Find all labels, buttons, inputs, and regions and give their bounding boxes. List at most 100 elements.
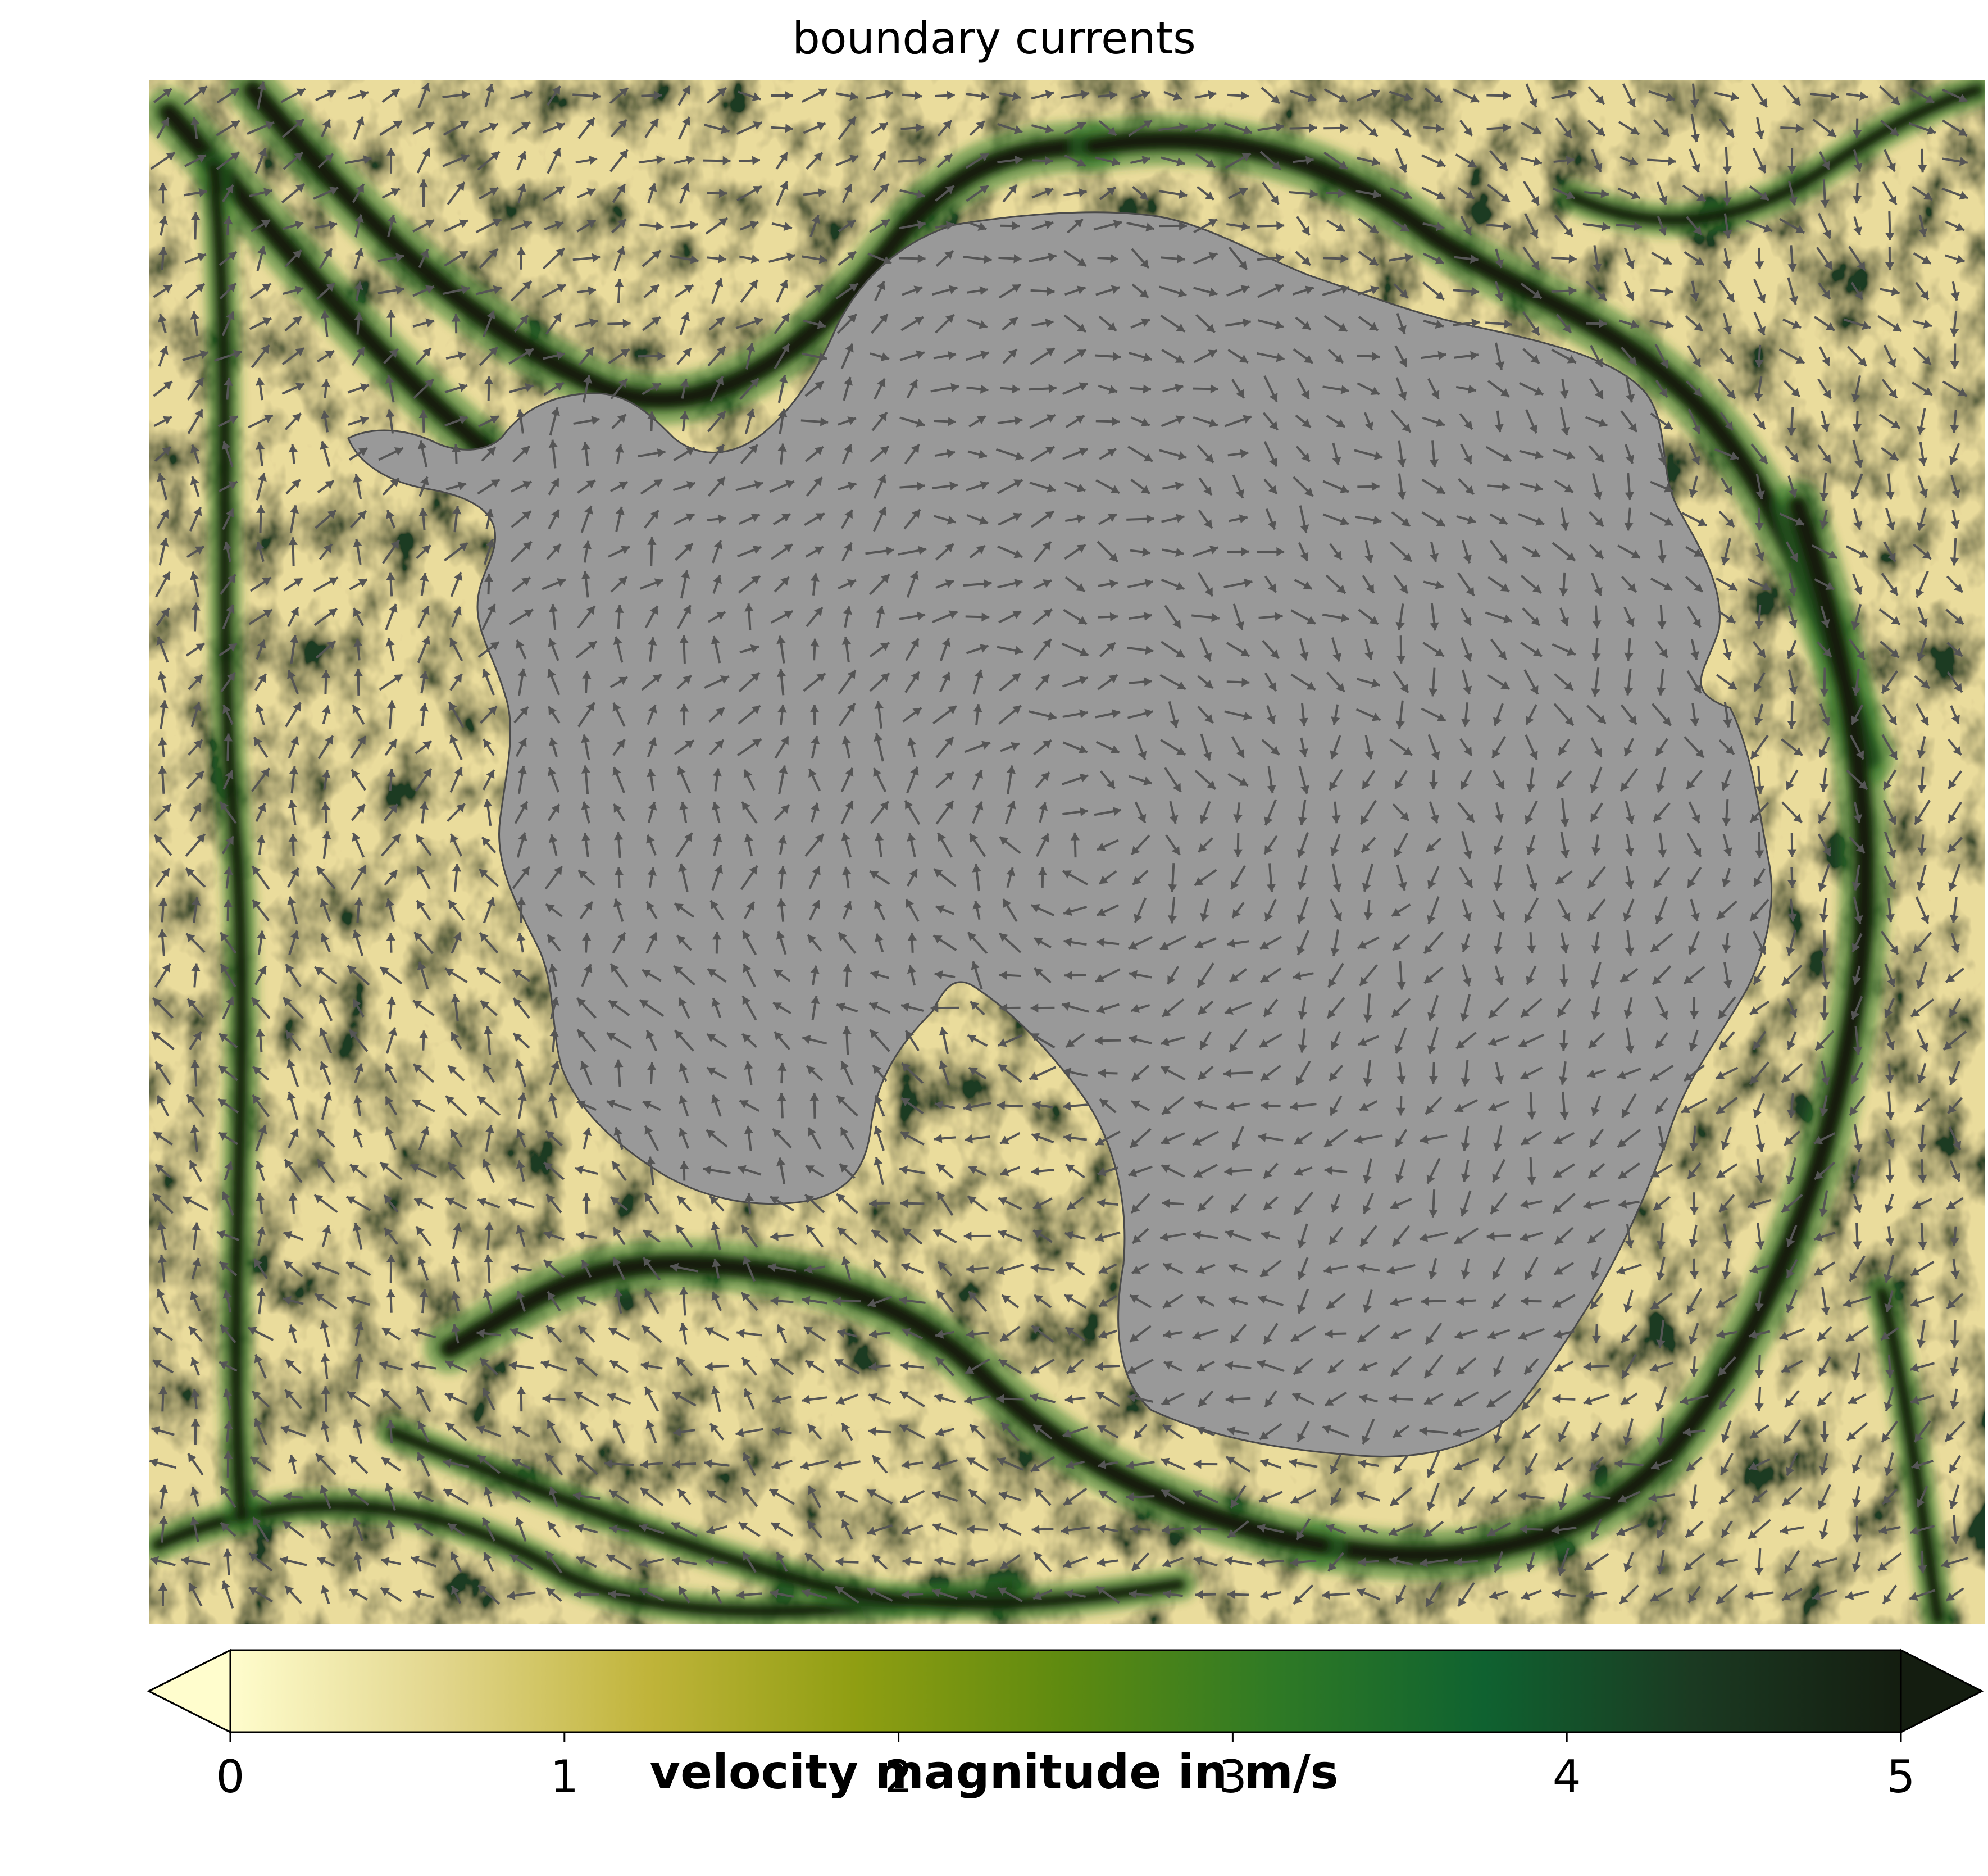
velocity-arrow [412,1063,435,1083]
velocity-arrow [771,90,793,101]
velocity-arrow [935,905,954,915]
velocity-arrow [998,283,1022,299]
velocity-arrow [1322,480,1349,493]
velocity-arrow [1843,1296,1872,1308]
velocity-arrow [218,1033,238,1048]
velocity-arrow [1129,970,1152,979]
velocity-arrow [1423,124,1444,133]
velocity-arrow [874,900,886,921]
velocity-arrow [382,539,400,564]
velocity-arrow [1423,1520,1444,1538]
velocity-arrow [1819,1095,1829,1116]
velocity-arrow [382,477,400,496]
velocity-arrow [447,1161,465,1180]
velocity-arrow [1393,1454,1409,1474]
velocity-arrow [1029,414,1056,429]
velocity-arrow [549,407,560,436]
velocity-arrow [1161,254,1185,264]
velocity-arrow [1363,1060,1372,1087]
velocity-arrow [255,1125,267,1152]
velocity-arrow [1853,1124,1863,1153]
velocity-arrow [577,479,596,494]
velocity-arrow [1912,381,1933,396]
velocity-arrow [1848,1393,1867,1405]
velocity-arrow [935,1356,955,1377]
velocity-arrow [316,1557,335,1567]
velocity-arrow [1322,1425,1350,1438]
velocity-arrow [1395,377,1407,401]
velocity-arrow [1161,998,1185,1018]
velocity-arrow [1685,546,1703,557]
velocity-arrow [1459,866,1473,889]
velocity-arrow [1264,672,1277,692]
velocity-arrow [349,1588,368,1601]
velocity-arrow [1917,1124,1927,1152]
velocity-arrow [711,1386,721,1412]
velocity-arrow [1391,903,1411,917]
velocity-arrow [1950,1226,1959,1246]
velocity-arrow [216,120,240,137]
velocity-arrow [345,155,372,165]
velocity-arrow [1031,220,1054,231]
velocity-arrow [1000,221,1020,231]
velocity-arrow [1817,212,1832,239]
velocity-arrow [1945,1587,1964,1602]
velocity-arrow [1228,514,1248,524]
velocity-arrow [1322,513,1349,526]
velocity-arrow [1070,832,1080,858]
velocity-arrow [774,343,790,370]
velocity-arrow [417,440,428,467]
velocity-arrow [1685,315,1704,332]
velocity-arrow [841,735,851,759]
velocity-arrow [1851,1159,1862,1183]
velocity-arrow [1233,802,1243,823]
velocity-arrow [939,1026,949,1055]
colorbar-bar [230,1650,1901,1732]
velocity-arrow [353,1095,363,1116]
velocity-arrow [540,1360,567,1372]
velocity-arrow [1882,800,1897,825]
velocity-arrow [1493,835,1504,855]
velocity-arrow [577,1325,595,1343]
velocity-arrow [1159,449,1187,460]
velocity-arrow [1357,482,1380,492]
velocity-arrow [1358,251,1379,266]
velocity-arrow [674,284,694,298]
velocity-arrow [415,1225,432,1247]
velocity-arrow [1427,1026,1439,1055]
velocity-arrow [1097,1424,1119,1439]
velocity-arrow [1625,1027,1635,1054]
velocity-arrow [1489,149,1508,172]
velocity-arrow [153,834,172,856]
velocity-arrow [249,576,272,592]
velocity-arrow [216,87,240,104]
velocity-arrow [544,865,563,890]
velocity-arrow [1950,1356,1959,1377]
current-band [1875,1285,1945,1624]
velocity-arrow [1427,378,1440,400]
velocity-arrow [574,1589,599,1600]
velocity-arrow [1786,1259,1798,1279]
velocity-arrow [189,571,199,597]
velocity-arrow [579,901,594,920]
velocity-arrow [647,537,657,567]
velocity-arrow [999,1554,1021,1570]
velocity-arrow [1717,1356,1736,1377]
velocity-arrow [1877,1552,1902,1572]
velocity-arrow [1909,1589,1936,1601]
velocity-arrow [679,183,690,204]
velocity-arrow [184,252,207,264]
velocity-arrow [642,969,662,982]
velocity-arrow [1885,247,1895,270]
velocity-arrow [1098,1329,1117,1339]
velocity-arrow [1134,734,1147,760]
velocity-arrow [935,90,955,100]
velocity-arrow [1918,215,1928,237]
velocity-arrow [1950,705,1960,724]
velocity-arrow [581,765,591,794]
velocity-arrow [1950,343,1960,369]
velocity-arrow [1818,282,1831,300]
velocity-arrow [741,930,757,956]
velocity-arrow [256,1192,265,1215]
